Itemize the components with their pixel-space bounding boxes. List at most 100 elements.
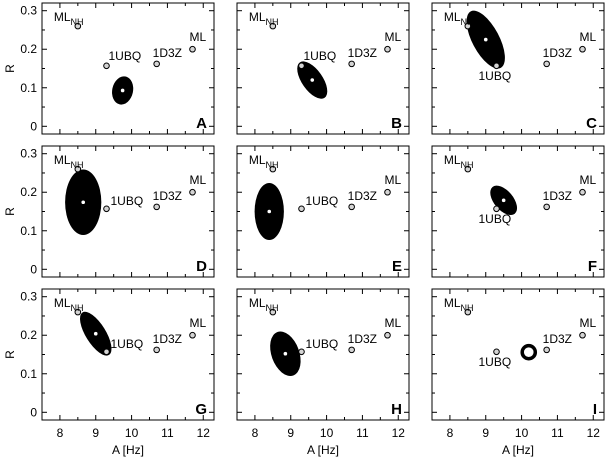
reference-point — [103, 205, 110, 213]
y-tick-label: 0.3 — [20, 147, 37, 161]
reference-point — [269, 22, 277, 30]
reference-point-label: ML — [190, 30, 207, 44]
reference-point-label-subscript: NH — [461, 160, 474, 170]
reference-point-label: MLNH — [249, 296, 279, 313]
reference-point — [298, 348, 305, 356]
reference-point-label: ML — [580, 173, 597, 187]
reference-point — [298, 62, 305, 70]
reference-point — [384, 331, 391, 339]
reference-point-label: ML — [385, 173, 402, 187]
panel-c: MLNH 1UBQ 1D3Z ML C — [431, 2, 605, 135]
x-tick-label: 11 — [551, 426, 564, 440]
panel-label: G — [195, 401, 207, 418]
best-fit-point — [283, 351, 288, 356]
reference-point-label: 1UBQ — [304, 49, 337, 63]
reference-point-label: ML — [385, 30, 402, 44]
best-fit-point — [267, 209, 272, 214]
reference-point-label: ML — [385, 316, 402, 330]
reference-point — [493, 62, 500, 70]
reference-point — [189, 188, 196, 196]
reference-point-label: 1UBQ — [109, 49, 142, 63]
panel-label: C — [586, 115, 597, 132]
reference-point-label: ML — [190, 173, 207, 187]
reference-point — [269, 308, 277, 316]
reference-point-label-subscript: NH — [266, 17, 279, 27]
y-tick-label: 0 — [30, 262, 37, 276]
panel-label: B — [391, 115, 402, 132]
reference-point-label: 1D3Z — [543, 46, 572, 60]
reference-point-label: MLNH — [249, 153, 279, 170]
panel-e: MLNH 1UBQ 1D3Z ML E — [236, 145, 410, 278]
reference-point — [384, 188, 391, 196]
reference-point — [493, 205, 500, 213]
reference-point-label: ML — [190, 316, 207, 330]
reference-point — [153, 60, 160, 68]
panel-g: 8 9 10 11 12 0 0.1 0.2 0.3 A [Hz] R MLNH 1UBQ 1D3Z ML G — [3, 288, 215, 457]
y-axis-label: R — [3, 350, 17, 359]
panel-label: H — [391, 401, 402, 418]
best-fit-point — [120, 88, 125, 93]
reference-point-label: 1D3Z — [543, 332, 572, 346]
panel-d: 0 0.1 0.2 0.3 R MLNH 1UBQ 1D3Z ML D — [3, 145, 215, 278]
panel-h: 8 9 10 11 12 A [Hz] MLNH 1UBQ 1D3Z ML H — [236, 288, 410, 457]
panel-b: MLNH 1UBQ 1D3Z ML B — [236, 2, 410, 135]
reference-point-label: MLNH — [444, 296, 474, 313]
reference-point-label: 1D3Z — [153, 46, 182, 60]
y-tick-label: 0.3 — [20, 290, 37, 304]
reference-point-label-subscript: NH — [71, 160, 84, 170]
x-tick-label: 8 — [252, 426, 259, 440]
reference-point-label: ML — [580, 30, 597, 44]
y-tick-label: 0.2 — [20, 185, 37, 199]
y-axis-label: R — [3, 207, 17, 216]
reference-point — [348, 346, 355, 354]
confidence-ring — [520, 343, 538, 361]
reference-point-label: MLNH — [54, 10, 84, 27]
reference-point-label: MLNH — [54, 153, 84, 170]
reference-point — [189, 331, 196, 339]
x-tick-label: 9 — [482, 426, 489, 440]
x-tick-label: 12 — [392, 426, 406, 440]
y-tick-label: 0 — [30, 119, 37, 133]
x-tick-label: 10 — [515, 426, 529, 440]
reference-point — [74, 165, 82, 173]
reference-point-label-subscript: NH — [266, 303, 279, 313]
reference-point-label: 1UBQ — [479, 69, 512, 83]
x-tick-label: 10 — [125, 426, 139, 440]
reference-point — [543, 60, 550, 68]
reference-point-label: MLNH — [444, 10, 474, 27]
best-fit-point — [310, 78, 315, 82]
reference-point — [464, 165, 472, 173]
panel-label: E — [392, 258, 402, 275]
reference-point — [298, 205, 305, 213]
x-tick-label: 8 — [447, 426, 454, 440]
reference-point — [269, 165, 277, 173]
reference-point — [153, 203, 160, 211]
reference-point — [493, 348, 500, 356]
y-tick-label: 0.2 — [20, 328, 37, 342]
reference-point — [464, 22, 472, 30]
reference-point — [348, 203, 355, 211]
y-axis-label: R — [3, 64, 17, 73]
x-tick-label: 12 — [197, 426, 211, 440]
reference-point-label: 1D3Z — [543, 189, 572, 203]
reference-point-label: MLNH — [54, 296, 84, 313]
reference-point-label: 1D3Z — [153, 189, 182, 203]
x-tick-label: 9 — [92, 426, 99, 440]
y-tick-label: 0.1 — [20, 81, 37, 95]
reference-point — [579, 331, 586, 339]
reference-point-label: 1D3Z — [348, 46, 377, 60]
reference-point — [74, 308, 82, 316]
x-tick-label: 11 — [356, 426, 369, 440]
reference-point — [543, 346, 550, 354]
reference-point — [103, 62, 110, 70]
y-tick-label: 0.1 — [20, 224, 37, 238]
reference-point-label: 1D3Z — [348, 189, 377, 203]
best-fit-point — [93, 331, 98, 336]
reference-point — [384, 45, 391, 53]
reference-point-label-subscript: NH — [461, 303, 474, 313]
x-axis-label: A [Hz] — [112, 443, 144, 457]
reference-point — [189, 45, 196, 53]
x-tick-label: 9 — [287, 426, 294, 440]
reference-point — [103, 348, 110, 356]
